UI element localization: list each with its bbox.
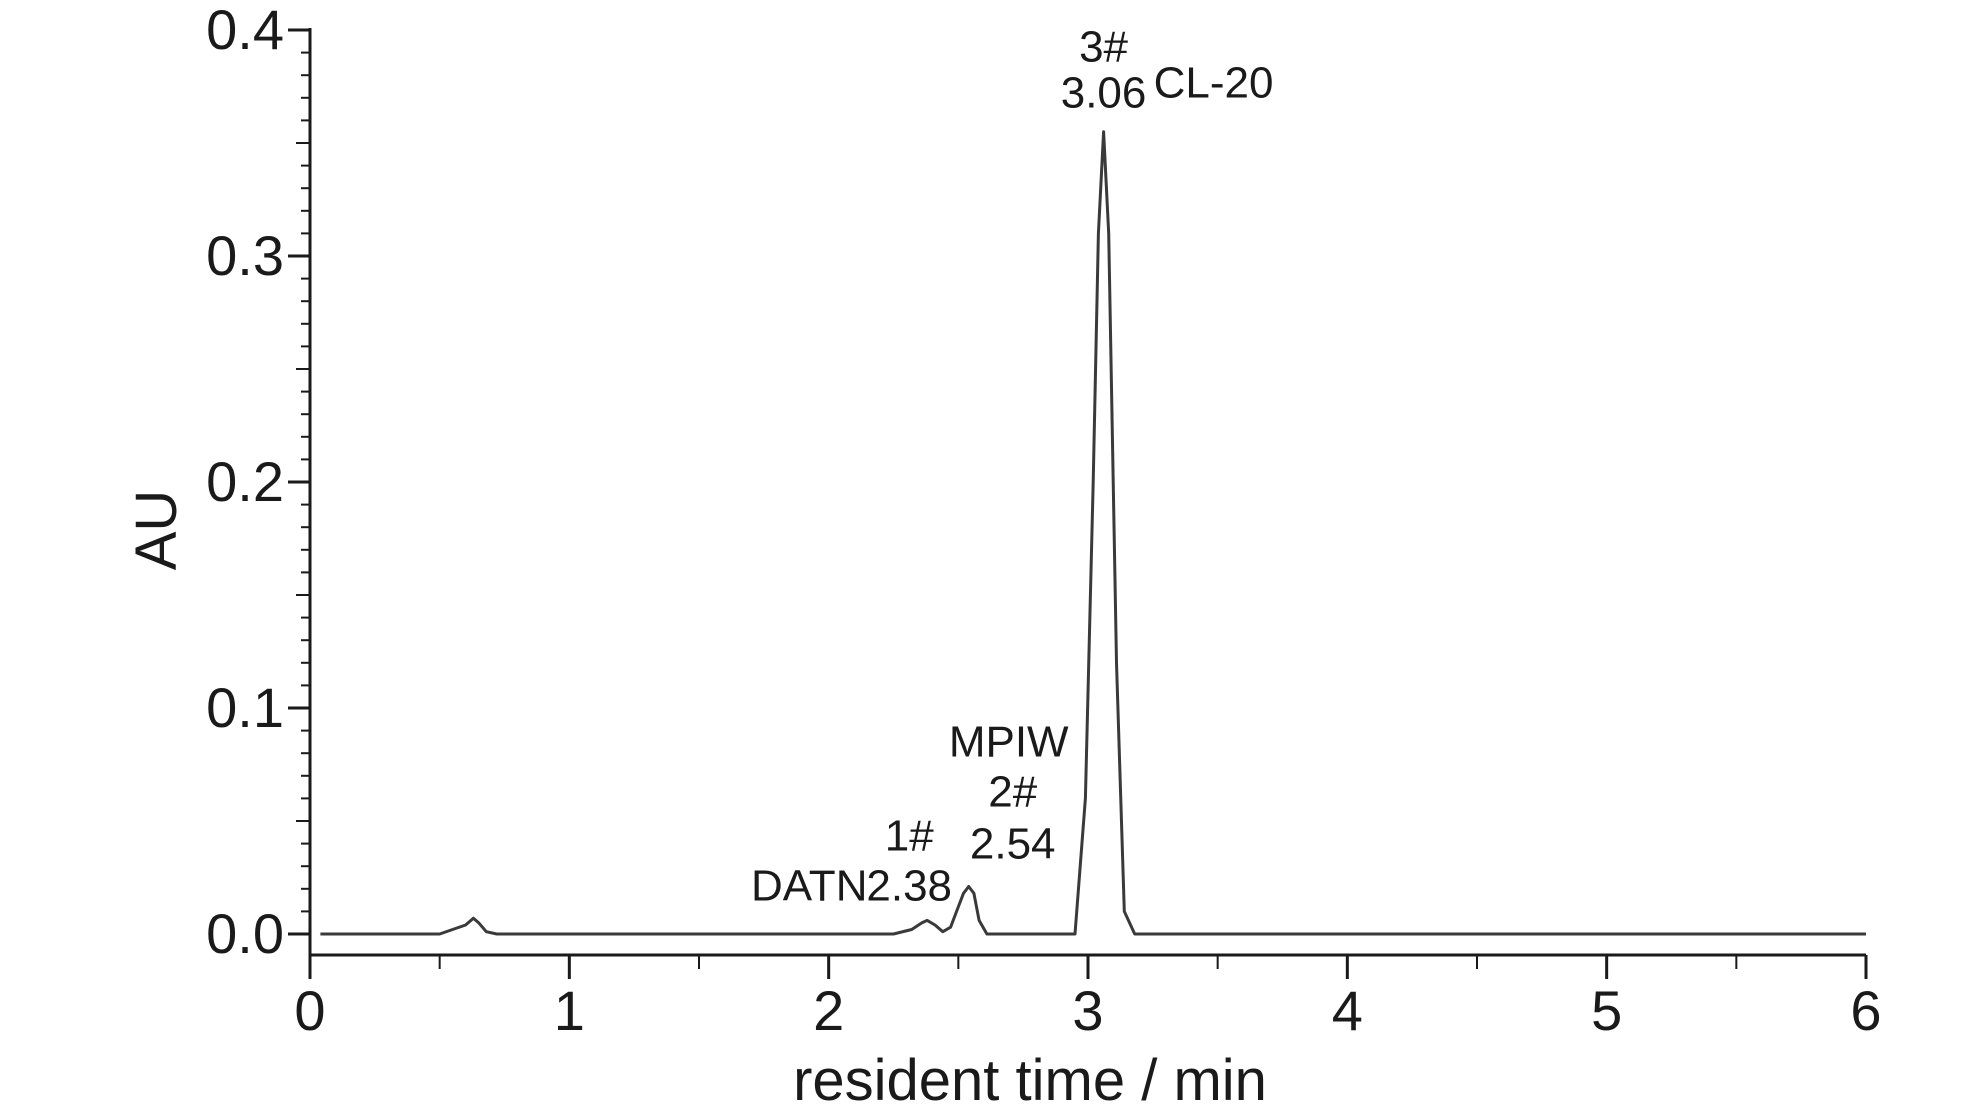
peak-number-label: 3# [1079, 23, 1128, 72]
x-tick-label: 3 [1072, 979, 1103, 1042]
x-tick-label: 2 [813, 979, 844, 1042]
y-tick-label: 0.2 [206, 450, 284, 513]
tick-labels: 0.0 0.1 0.2 0.3 0.4 0 1 2 3 4 5 6 [206, 0, 1881, 1042]
peak-time-label: 2.38 [866, 861, 952, 910]
compound-label: DATN [751, 861, 868, 910]
plot-area [320, 130, 1866, 936]
x-tick-label: 5 [1591, 979, 1622, 1042]
peak-number-label: 2# [988, 768, 1037, 817]
compound-label: MPIW [949, 718, 1069, 767]
y-axis-title: AU [124, 490, 189, 571]
y-tick-label: 0.0 [206, 902, 284, 965]
y-tick-label: 0.3 [206, 224, 284, 287]
x-tick-label: 6 [1850, 979, 1881, 1042]
x-tick-label: 1 [554, 979, 585, 1042]
x-tick-label: 0 [294, 979, 325, 1042]
peak-time-label: 2.54 [970, 820, 1056, 869]
peak-number-label: 1# [885, 811, 934, 860]
x-tick-label: 4 [1332, 979, 1363, 1042]
compound-label: CL-20 [1154, 59, 1274, 108]
y-tick-label: 0.1 [206, 676, 284, 739]
axes [308, 28, 1866, 957]
x-axis-title: resident time / min [793, 1048, 1267, 1110]
tick-marks [288, 28, 1868, 979]
peak-time-label: 3.06 [1061, 69, 1147, 118]
chromatogram-trace [320, 130, 1866, 936]
y-tick-label: 0.4 [206, 0, 284, 61]
